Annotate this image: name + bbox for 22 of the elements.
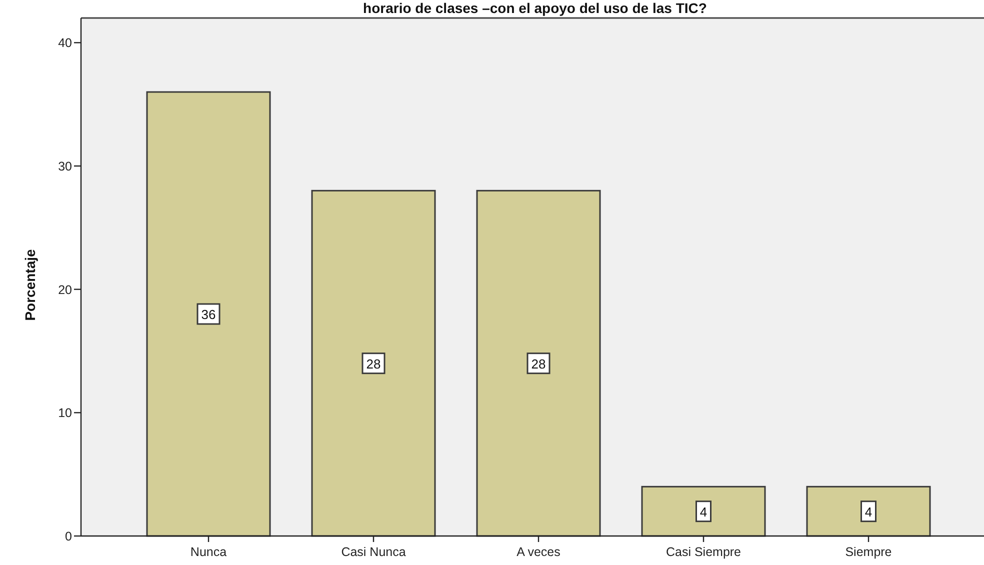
chart-title: horario de clases –con el apoyo del uso de las TIC? <box>363 0 707 16</box>
y-tick-label: 30 <box>58 160 72 174</box>
x-tick-label: Casi Siempre <box>666 545 742 559</box>
y-tick-label: 10 <box>58 406 72 420</box>
bar <box>311 190 436 537</box>
bar <box>806 486 931 537</box>
y-tick-label: 40 <box>58 36 72 50</box>
bar <box>146 91 271 537</box>
x-tick-label: Casi Nunca <box>341 545 406 559</box>
bar <box>476 190 601 537</box>
x-tick-label: Siempre <box>845 545 892 559</box>
y-axis-title: Porcentaje <box>22 248 38 321</box>
x-tick-label: A veces <box>516 545 560 559</box>
data-label: 28 <box>366 356 381 372</box>
x-tick-label: Nunca <box>190 545 227 559</box>
bar <box>641 486 766 537</box>
data-label: 28 <box>531 356 546 372</box>
data-label: 36 <box>201 307 216 322</box>
y-tick-label: 20 <box>58 282 72 297</box>
data-label: 4 <box>864 504 872 520</box>
data-label: 4 <box>700 504 708 520</box>
y-tick-label: 0 <box>65 530 72 544</box>
